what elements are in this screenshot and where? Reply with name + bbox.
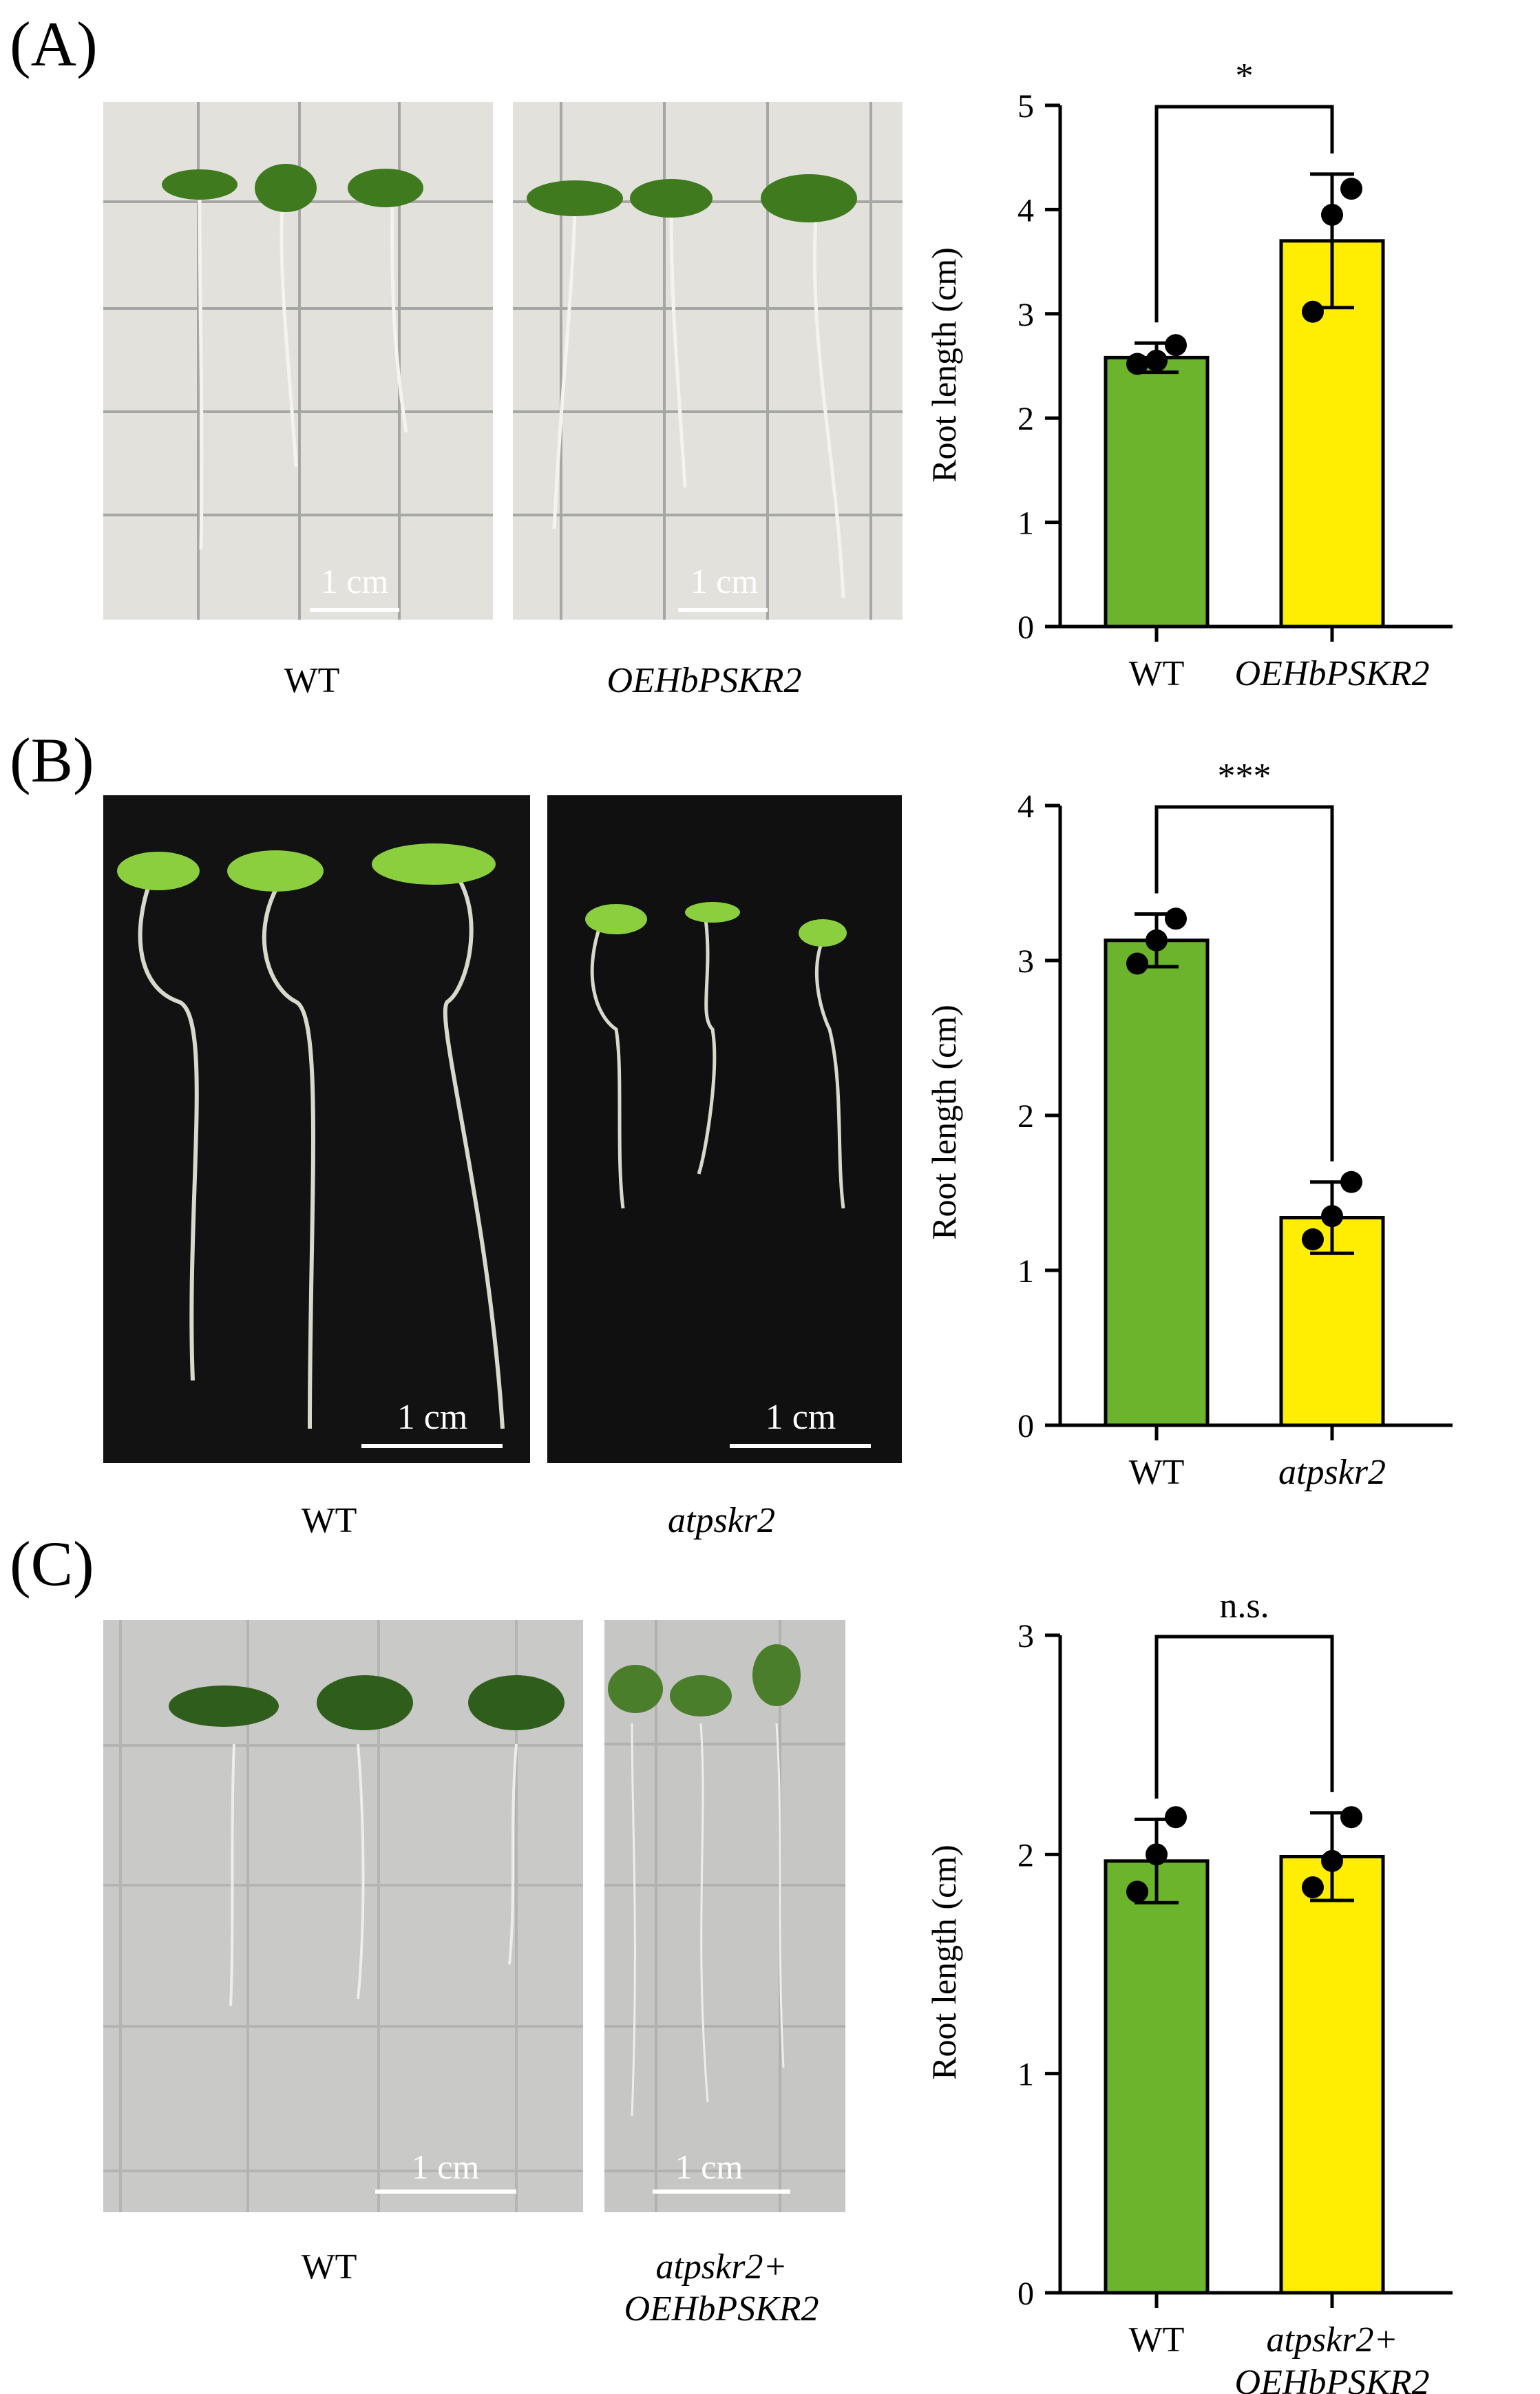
y-axis-label: Root length (cm) [925, 1845, 963, 2080]
y-tick-label: 3 [1017, 297, 1034, 333]
photo-caption-c-complement: atpskr2+ OEHbPSKR2 [624, 2247, 819, 2329]
photo-caption-b-atpskr2: atpskr2 [668, 1501, 775, 1540]
photo-caption-a-oe: OEHbPSKR2 [606, 661, 802, 700]
photo-c-complement [604, 1620, 845, 2212]
y-tick-label: 1 [1017, 1253, 1034, 1290]
bar-0 [1104, 355, 1210, 629]
photo-caption-b-wt: WT [301, 1501, 357, 1540]
scale-bar-label-c-complement: 1 cm [675, 2148, 743, 2186]
y-tick-label: 3 [1017, 943, 1034, 980]
bar-0 [1104, 938, 1210, 1427]
scale-bar-label-b-atpskr2: 1 cm [765, 1398, 836, 1437]
bar-chart-c: 0 1 2 3 Root length (cm) WT atpskr2+OEHbPSKR2 n… [925, 1586, 1453, 2394]
y-tick-label: 1 [1017, 2057, 1034, 2093]
data-point [1126, 353, 1148, 375]
data-point [1302, 1876, 1324, 1899]
panel-label-b: (B) [10, 725, 94, 795]
photo-caption-a-wt: WT [284, 661, 340, 700]
x-tick-label: WT [1129, 2320, 1185, 2360]
x-tick-label: atpskr2 [1278, 1453, 1386, 1492]
chart-axes: 0 1 2 3 Root length (cm) [925, 1618, 1453, 2312]
photo-a-wt [103, 102, 493, 620]
y-tick-label: 4 [1017, 788, 1034, 825]
y-tick-label: 2 [1017, 1098, 1034, 1135]
bar-chart-b: 0 1 2 3 4 Root length (cm) WT atpskr2 *** [925, 757, 1453, 1492]
data-point [1340, 1170, 1362, 1193]
significance-bracket [1154, 1635, 1334, 1799]
scale-bar-label-a-wt: 1 cm [320, 562, 389, 600]
x-tick-label: atpskr2+ [1266, 2320, 1397, 2360]
significance-bracket [1154, 105, 1334, 323]
bar-chart-a: 0 1 2 3 4 5 Root length (cm) WT OEHbPSKR2 * [925, 56, 1453, 693]
data-point [1340, 178, 1362, 200]
data-point [1146, 1843, 1168, 1866]
data-point [1302, 1228, 1324, 1250]
chart-axes: 0 1 2 3 4 Root length (cm) [925, 788, 1453, 1445]
y-tick-label: 0 [1017, 609, 1034, 646]
y-tick-label: 2 [1017, 1837, 1034, 1873]
photo-b-wt [103, 795, 530, 1463]
y-tick-label: 0 [1017, 1408, 1034, 1445]
significance-label: n.s. [1219, 1586, 1269, 1626]
scale-bar-label-c-wt: 1 cm [411, 2148, 480, 2186]
y-tick-label: 3 [1017, 1618, 1034, 1655]
y-axis-label: Root length (cm) [925, 247, 963, 483]
data-point [1340, 1806, 1362, 1829]
data-point [1146, 929, 1168, 952]
data-point [1321, 1849, 1343, 1872]
y-tick-label: 5 [1017, 88, 1034, 125]
bar-0 [1104, 1859, 1210, 2295]
photo-a-oe [513, 102, 903, 620]
data-point [1146, 349, 1168, 372]
y-tick-label: 4 [1017, 192, 1034, 229]
bar-1 [1279, 1855, 1385, 2295]
data-point [1165, 907, 1187, 930]
x-tick-label: WT [1129, 1453, 1185, 1492]
significance-bracket [1154, 805, 1334, 1162]
y-tick-label: 0 [1017, 2276, 1034, 2312]
x-tick-label: OEHbPSKR2 [1234, 654, 1429, 693]
data-point [1126, 1880, 1148, 1903]
data-point [1126, 952, 1148, 975]
significance-label: * [1236, 56, 1254, 96]
photo-c-wt [103, 1620, 583, 2212]
significance-label: *** [1218, 757, 1272, 796]
photo-b-atpskr2 [547, 795, 902, 1463]
data-point [1165, 334, 1187, 357]
scale-bar-label-b-wt: 1 cm [397, 1398, 468, 1437]
scale-bar-label-a-oe: 1 cm [690, 562, 759, 600]
data-point [1165, 1806, 1187, 1829]
y-tick-label: 1 [1017, 505, 1034, 542]
panel-label-a: (A) [10, 9, 98, 79]
panel-label-c: (C) [10, 1529, 94, 1599]
x-tick-label: OEHbPSKR2 [1234, 2363, 1429, 2394]
photo-caption-c-wt: WT [301, 2247, 357, 2287]
data-point [1321, 1205, 1343, 1228]
y-axis-label: Root length (cm) [925, 1005, 963, 1240]
data-point [1321, 203, 1343, 226]
y-tick-label: 2 [1017, 401, 1034, 437]
x-tick-label: WT [1129, 654, 1185, 693]
data-point [1302, 300, 1324, 323]
